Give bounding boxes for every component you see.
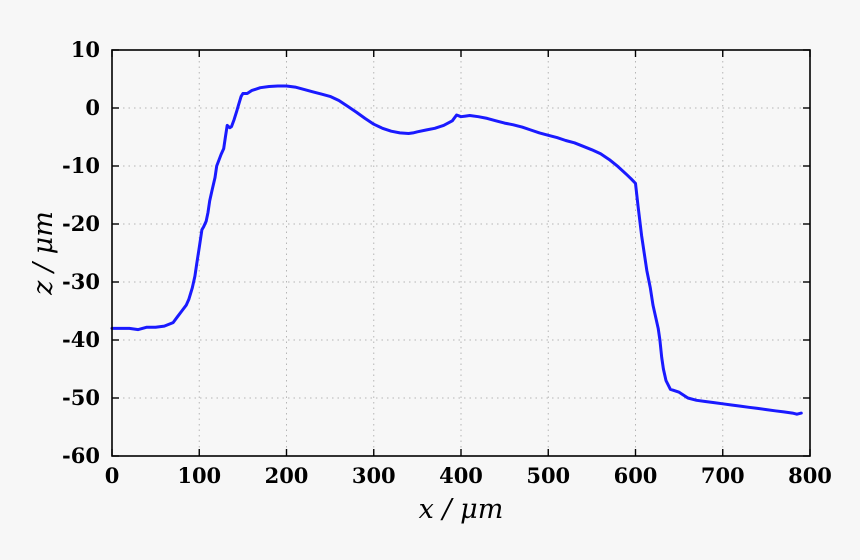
x-axis-label: x / μm — [419, 494, 504, 525]
y-tick-label: -10 — [62, 153, 100, 178]
x-tick-label: 700 — [701, 463, 745, 488]
y-axis-label: z / μm — [28, 211, 59, 296]
y-tick-label: -50 — [62, 385, 100, 410]
grid — [112, 50, 810, 456]
x-tick-label: 100 — [177, 463, 221, 488]
x-tick-label: 800 — [788, 463, 832, 488]
y-tick-label: -60 — [62, 443, 100, 468]
x-tick-label: 600 — [614, 463, 658, 488]
x-tick-label: 300 — [352, 463, 396, 488]
y-tick-label: -20 — [62, 211, 100, 236]
y-tick-labels: -60 -50 -40 -30 -20 -10 0 10 — [62, 37, 100, 468]
axis-ticks — [111, 49, 811, 457]
x-tick-label: 0 — [105, 463, 120, 488]
y-tick-label: 10 — [71, 37, 100, 62]
plot-frame — [111, 49, 811, 457]
y-tick-label: -40 — [62, 327, 100, 352]
x-tick-labels: 0 100 200 300 400 500 600 700 800 — [105, 463, 832, 488]
x-tick-label: 500 — [526, 463, 570, 488]
x-tick-label: 400 — [439, 463, 483, 488]
y-tick-label: 0 — [85, 95, 100, 120]
y-tick-label: -30 — [62, 269, 100, 294]
x-tick-label: 200 — [265, 463, 309, 488]
series-group — [110, 84, 803, 416]
series-line — [110, 84, 803, 416]
